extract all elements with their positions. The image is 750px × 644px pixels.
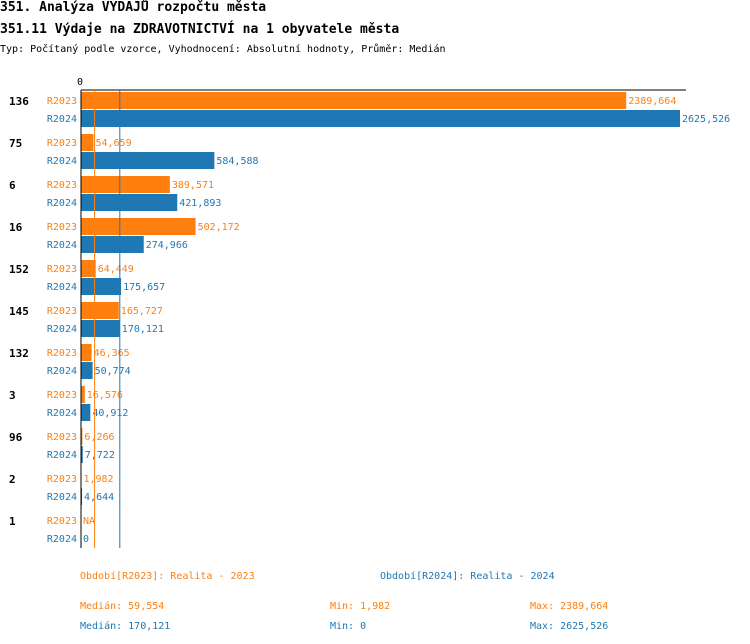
bar-r2023 xyxy=(81,260,96,277)
bar-r2024 xyxy=(81,278,122,295)
data-label-r2023: 2389,664 xyxy=(628,96,676,107)
data-label-r2024: 584,588 xyxy=(216,156,258,167)
data-label-r2023: 16,576 xyxy=(87,390,123,401)
category-label: 2 xyxy=(9,473,16,486)
series-label-r2023: R2023 xyxy=(47,264,77,275)
category-label: 145 xyxy=(9,305,29,318)
bar-r2024 xyxy=(81,194,178,211)
category-label: 16 xyxy=(9,221,23,234)
category-label: 6 xyxy=(9,179,16,192)
data-label-r2024: 40,912 xyxy=(92,408,128,419)
series-label-r2023: R2023 xyxy=(47,222,77,233)
category-label: 132 xyxy=(9,347,29,360)
data-label-r2023: 64,449 xyxy=(98,264,134,275)
legend-r2023-max: Max: 2389,664 xyxy=(530,601,609,612)
bar-r2023 xyxy=(81,134,94,151)
bar-r2024 xyxy=(81,236,144,253)
series-label-r2024: R2024 xyxy=(47,366,77,377)
series-label-r2024: R2024 xyxy=(47,198,77,209)
data-label-r2023: 389,571 xyxy=(172,180,214,191)
series-label-r2024: R2024 xyxy=(47,156,77,167)
bar-r2023 xyxy=(81,92,627,109)
category-label: 136 xyxy=(9,95,29,108)
bar-r2024 xyxy=(81,488,83,505)
series-label-r2024: R2024 xyxy=(47,450,77,461)
legend-r2024-median: Medián: 170,121 xyxy=(80,621,171,632)
category-label: 96 xyxy=(9,431,23,444)
series-label-r2023: R2023 xyxy=(47,348,77,359)
data-label-r2024: 170,121 xyxy=(122,324,164,335)
legend-r2023-median: Medián: 59,554 xyxy=(80,601,165,612)
series-label-r2024: R2024 xyxy=(47,114,77,125)
legend-r2023-min: Min: 1,982 xyxy=(330,601,391,612)
series-label-r2024: R2024 xyxy=(47,534,77,545)
data-label-r2023: 502,172 xyxy=(198,222,240,233)
bar-r2023 xyxy=(81,176,170,193)
bar-r2024 xyxy=(81,110,680,127)
data-label-r2024: 175,657 xyxy=(123,282,165,293)
chart-title: 351. Analýza VÝDAJŮ rozpočtu města xyxy=(0,0,267,15)
data-label-r2024: 2625,526 xyxy=(682,114,730,125)
bar-r2023 xyxy=(81,302,119,319)
bar-r2024 xyxy=(81,320,120,337)
series-label-r2024: R2024 xyxy=(47,240,77,251)
series-label-r2023: R2023 xyxy=(47,138,77,149)
category-label: 3 xyxy=(9,389,16,402)
series-label-r2024: R2024 xyxy=(47,492,77,503)
data-label-r2024: 4,644 xyxy=(84,492,114,503)
category-label: 152 xyxy=(9,263,29,276)
series-label-r2023: R2023 xyxy=(47,180,77,191)
data-label-r2024: 0 xyxy=(83,534,89,545)
legend-r2024-min: Min: 0 xyxy=(330,621,367,632)
series-label-r2024: R2024 xyxy=(47,324,77,335)
series-label-r2023: R2023 xyxy=(47,516,77,527)
data-label-r2024: 421,893 xyxy=(179,198,221,209)
bar-r2023 xyxy=(81,218,196,235)
series-label-r2024: R2024 xyxy=(47,282,77,293)
bar-r2024 xyxy=(81,404,91,421)
chart-subtitle: 351.11 Výdaje na ZDRAVOTNICTVÍ na 1 obyv… xyxy=(0,22,400,37)
data-label-r2023: NA xyxy=(83,516,95,527)
data-label-r2023: 54,659 xyxy=(95,138,131,149)
data-label-r2024: 7,722 xyxy=(85,450,115,461)
bar-r2024 xyxy=(81,362,93,379)
category-label: 75 xyxy=(9,137,22,150)
series-label-r2023: R2023 xyxy=(47,432,77,443)
category-label: 1 xyxy=(9,515,16,528)
series-label-r2023: R2023 xyxy=(47,96,77,107)
series-label-r2024: R2024 xyxy=(47,408,77,419)
legend-r2023-period: Období[R2023]: Realita - 2023 xyxy=(80,571,255,582)
data-label-r2024: 274,966 xyxy=(146,240,188,251)
legend-r2024-period: Období[R2024]: Realita - 2024 xyxy=(380,571,555,582)
bar-r2024 xyxy=(81,152,215,169)
x-axis-zero-label: 0 xyxy=(77,77,83,88)
legend-r2024-max: Max: 2625,526 xyxy=(530,621,609,632)
series-label-r2023: R2023 xyxy=(47,390,77,401)
chart-type-line: Typ: Počítaný podle vzorce, Vyhodnocení:… xyxy=(0,44,446,55)
bar-r2024 xyxy=(81,446,83,463)
data-label-r2023: 6,266 xyxy=(84,432,114,443)
bar-r2023 xyxy=(81,344,92,361)
data-label-r2024: 50,774 xyxy=(95,366,131,377)
bar-r2023 xyxy=(81,386,85,403)
bar-r2023 xyxy=(81,428,83,445)
data-label-r2023: 1,982 xyxy=(83,474,113,485)
series-label-r2023: R2023 xyxy=(47,306,77,317)
data-label-r2023: 165,727 xyxy=(121,306,163,317)
series-label-r2023: R2023 xyxy=(47,474,77,485)
data-label-r2023: 46,365 xyxy=(94,348,130,359)
